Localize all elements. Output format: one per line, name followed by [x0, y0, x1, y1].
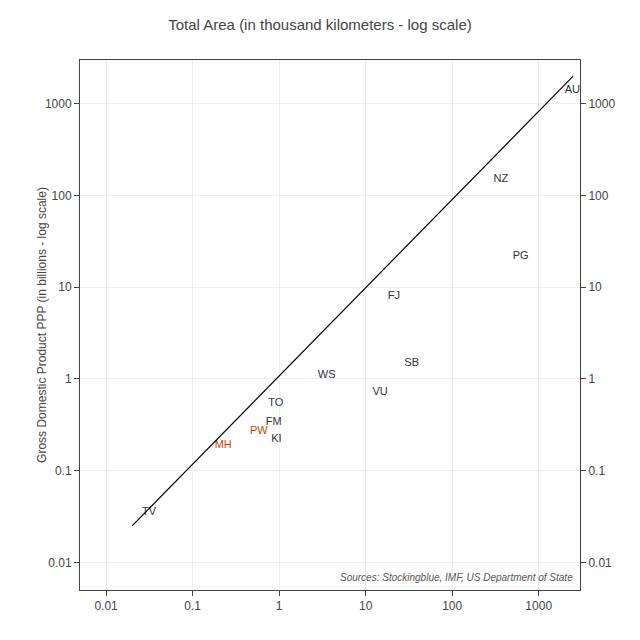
- svg-text:10: 10: [588, 280, 602, 294]
- svg-text:100: 100: [52, 189, 72, 203]
- svg-text:FM: FM: [266, 415, 282, 427]
- svg-text:100: 100: [588, 189, 608, 203]
- svg-text:0.01: 0.01: [48, 556, 72, 570]
- svg-text:100: 100: [442, 599, 462, 613]
- svg-text:TV: TV: [142, 505, 157, 517]
- svg-text:Total Area (in thousand kilome: Total Area (in thousand kilometers - log…: [168, 16, 471, 33]
- svg-text:VU: VU: [373, 385, 388, 397]
- svg-text:1000: 1000: [588, 97, 615, 111]
- svg-text:0.1: 0.1: [588, 464, 605, 478]
- svg-text:10: 10: [58, 280, 72, 294]
- svg-text:NZ: NZ: [493, 172, 508, 184]
- svg-text:1: 1: [65, 372, 72, 386]
- svg-text:0.1: 0.1: [55, 464, 72, 478]
- svg-text:0.01: 0.01: [588, 556, 612, 570]
- svg-text:PW: PW: [250, 424, 268, 436]
- svg-text:1000: 1000: [525, 599, 552, 613]
- svg-text:MH: MH: [215, 438, 232, 450]
- svg-text:AU: AU: [565, 83, 580, 95]
- svg-text:10: 10: [359, 599, 373, 613]
- svg-text:Sources: Stockingblue, IMF, US: Sources: Stockingblue, IMF, US Departmen…: [340, 572, 573, 583]
- svg-text:TO: TO: [268, 396, 284, 408]
- svg-text:1: 1: [276, 599, 283, 613]
- svg-text:KI: KI: [271, 432, 281, 444]
- svg-text:0.01: 0.01: [94, 599, 118, 613]
- svg-text:0.1: 0.1: [184, 599, 201, 613]
- svg-text:1: 1: [588, 372, 595, 386]
- svg-text:WS: WS: [318, 368, 336, 380]
- svg-text:FJ: FJ: [388, 289, 400, 301]
- svg-text:SB: SB: [404, 356, 419, 368]
- svg-text:Gross Domestic Product PPP (in: Gross Domestic Product PPP (in billions …: [35, 187, 49, 463]
- svg-text:PG: PG: [513, 249, 529, 261]
- svg-text:1000: 1000: [45, 97, 72, 111]
